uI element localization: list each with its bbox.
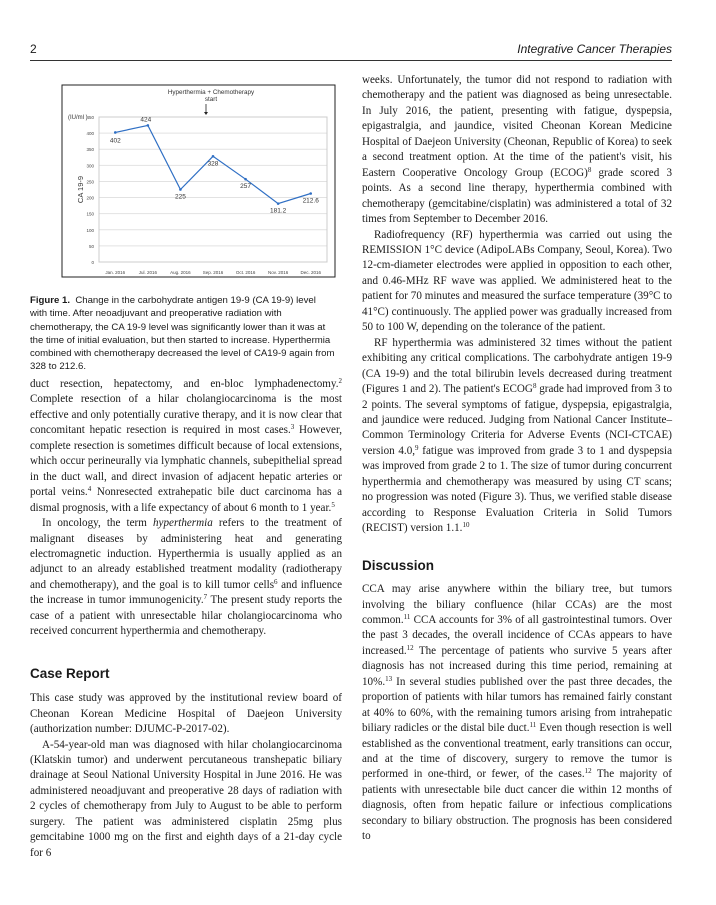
data-point: [309, 192, 313, 195]
italic-term: hyperthermia: [153, 517, 213, 530]
text-run: CCA may arise anywhere within the biliar…: [362, 583, 672, 626]
citation-superscript: 5: [331, 500, 335, 509]
x-tick-label: Aug. 2016: [170, 270, 191, 275]
text-run: The percentage of patients who survive 5…: [362, 644, 672, 688]
text-run: RF hyperthermia was administered 32 time…: [362, 336, 672, 396]
data-point: [179, 188, 182, 191]
paragraph: CCA may arise anywhere within the biliar…: [362, 582, 672, 845]
text-run: This case study was approved by the inst…: [30, 692, 342, 736]
y-tick-label: 200: [86, 196, 94, 201]
text-run: weeks. Unfortunately, the tumor did not …: [362, 74, 672, 179]
y-tick-label: 450: [86, 115, 94, 120]
text-run: Even though resection is well establishe…: [362, 722, 672, 781]
citation-superscript: 3: [290, 423, 295, 432]
y-tick-label: 300: [86, 163, 94, 168]
citation-superscript: 6: [274, 577, 278, 586]
figure-label: Figure 1.: [30, 295, 70, 306]
data-point: [244, 177, 247, 181]
x-tick-label: Jul. 2016: [139, 270, 158, 275]
x-tick-label: Nov. 2016: [268, 270, 289, 275]
intro-text: duct resection, hepatectomy, and en-bloc…: [30, 377, 342, 640]
discussion-heading: Discussion: [362, 557, 435, 573]
discussion-text: CCA may arise anywhere within the biliar…: [362, 582, 672, 845]
citation-superscript: 8: [532, 382, 537, 391]
data-label: 328: [208, 160, 219, 167]
x-tick-label: Jan. 2016: [105, 270, 125, 275]
citation-superscript: 11: [529, 721, 537, 730]
citation-superscript: 11: [403, 612, 411, 621]
y-tick-label: 350: [86, 147, 94, 152]
data-point: [276, 202, 280, 205]
citation-superscript: 7: [203, 593, 208, 602]
header-rule: [30, 60, 672, 61]
citation-superscript: 4: [87, 485, 92, 494]
case-report-continued-text: weeks. Unfortunately, the tumor did not …: [362, 73, 672, 537]
text-run: However, complete resection is sometimes…: [30, 424, 342, 499]
citation-superscript: 12: [406, 643, 414, 652]
text-run: CCA accounts for 3% of all gastrointesti…: [362, 613, 672, 657]
plot-area: [98, 116, 328, 263]
citation-superscript: 12: [584, 767, 592, 776]
data-label: 402: [110, 137, 121, 144]
text-run: Nonresected extrahepatic bile duct carci…: [30, 486, 343, 514]
text-run: fatigue was improved from grade 3 to 1 a…: [362, 444, 673, 535]
data-label: 424: [140, 116, 151, 123]
text-run: In several studies published over the pa…: [362, 675, 672, 735]
data-label: 181.2: [270, 208, 287, 215]
annotation-text: start: [205, 96, 217, 103]
text-run: The majority of patients with unresectab…: [362, 768, 672, 843]
annotation-text: Hyperthermia + Chemotherapy: [168, 89, 255, 96]
y-tick-label: 250: [86, 179, 94, 184]
case-report-text: This case study was approved by the inst…: [30, 691, 342, 861]
data-point: [146, 124, 150, 127]
y-tick-label: 400: [86, 131, 94, 136]
text-run: Complete resection of a hilar cholangioc…: [30, 393, 342, 437]
text-run: duct resection, hepatectomy, and en-bloc…: [30, 378, 339, 390]
paragraph: RF hyperthermia was administered 32 time…: [362, 336, 672, 537]
citation-superscript: 2: [338, 377, 343, 385]
left-column: duct resection, hepatectomy, and en-bloc…: [30, 377, 342, 861]
figure-caption: Figure 1. Change in the carbohydrate ant…: [30, 294, 335, 374]
paragraph: duct resection, hepatectomy, and en-bloc…: [30, 377, 342, 516]
page-number: 2: [30, 42, 37, 56]
data-label: 225: [175, 194, 186, 201]
text-run: and influence the increase in tumor immu…: [30, 578, 342, 607]
figure-caption-text: Change in the carbohydrate antigen 19-9 …: [30, 295, 335, 373]
text-run: In oncology, the term: [42, 517, 153, 530]
journal-title: Integrative Cancer Therapies: [517, 42, 672, 56]
x-tick-label: Oct. 2016: [236, 270, 256, 275]
paragraph: In oncology, the term hyperthermia refer…: [30, 516, 342, 640]
x-tick-label: Sep. 2016: [203, 270, 224, 275]
citation-superscript: 10: [462, 521, 470, 530]
y-tick-label: 0: [91, 260, 94, 265]
data-label: 257: [240, 183, 251, 190]
y-tick-label: 50: [89, 244, 95, 249]
case-report-heading: Case Report: [30, 665, 110, 681]
annotation-arrowhead: [204, 112, 208, 115]
x-tick-label: Dec. 2016: [300, 270, 321, 275]
right-column: weeks. Unfortunately, the tumor did not …: [362, 73, 672, 845]
text-run: A-54-year-old man was diagnosed with hil…: [30, 738, 342, 859]
y-tick-label: 100: [86, 228, 94, 233]
paragraph: Radiofrequency (RF) hyperthermia was car…: [362, 228, 672, 336]
citation-superscript: 8: [587, 165, 592, 174]
paragraph: weeks. Unfortunately, the tumor did not …: [362, 73, 672, 228]
y-axis-label: CA 19-9: [76, 176, 85, 203]
data-point: [113, 131, 117, 134]
text-run: Radiofrequency (RF) hyperthermia was car…: [362, 228, 672, 334]
data-point: [211, 155, 215, 158]
paragraph: This case study was approved by the inst…: [30, 691, 342, 737]
text-run: refers to the treatment of malignant dis…: [30, 517, 342, 591]
text-run: grade had improved from 3 to 2 points. T…: [362, 383, 673, 457]
paragraph: A-54-year-old man was diagnosed with hil…: [30, 738, 342, 862]
citation-superscript: 9: [415, 443, 419, 452]
y-unit-label: (IU/ml ): [68, 115, 88, 121]
y-tick-label: 150: [86, 212, 94, 217]
text-run: grade scored 3 points. As a second line …: [362, 166, 672, 226]
citation-superscript: 13: [385, 674, 393, 683]
ca199-line-chart: 0 50 100 150 200 250 300 350 400 450 Jan. 2016 Jul.…: [61, 84, 336, 278]
data-label: 212.6: [303, 197, 320, 204]
text-run: The present study reports the case of a …: [30, 594, 342, 638]
